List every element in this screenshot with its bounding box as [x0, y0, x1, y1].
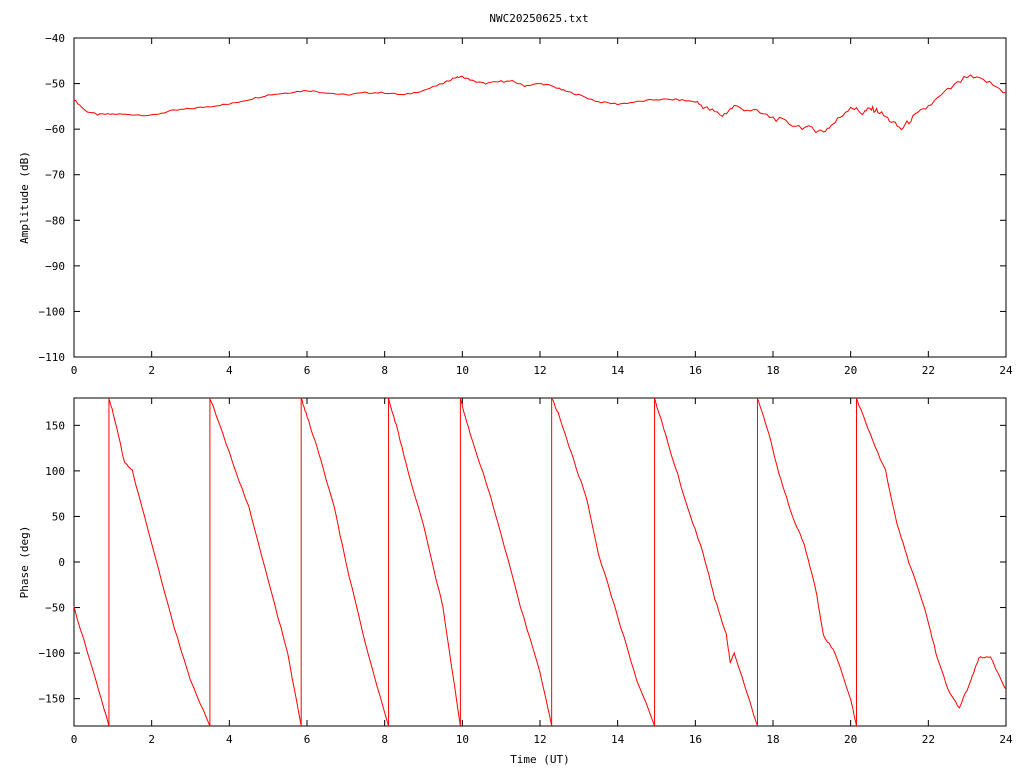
y-tick-label: −60: [45, 123, 65, 136]
series-line: [73, 74, 1007, 134]
x-tick-label: 12: [533, 364, 546, 377]
x-tick-label: 2: [148, 733, 155, 746]
x-tick-label: 24: [999, 364, 1013, 377]
x-tick-label: 10: [456, 733, 469, 746]
x-tick-label: 2: [148, 364, 155, 377]
y-tick-label: −110: [39, 351, 66, 364]
x-tick-label: 4: [226, 733, 233, 746]
x-tick-label: 6: [304, 733, 311, 746]
y-tick-label: 150: [45, 419, 65, 432]
plot-frame: [73, 37, 1007, 358]
x-tick-label: 22: [922, 364, 935, 377]
x-tick-label: 14: [611, 364, 625, 377]
x-tick-label: 0: [71, 733, 78, 746]
series-line: [108, 398, 211, 727]
y-tick-label: −40: [45, 32, 65, 45]
y-tick-label: 50: [52, 510, 65, 523]
x-tick-label: 22: [922, 733, 935, 746]
y-tick-label: −70: [45, 169, 65, 182]
x-tick-label: 16: [689, 733, 702, 746]
y-tick-label: 0: [58, 556, 65, 569]
x-tick-label: 8: [381, 733, 388, 746]
x-tick-label: 14: [611, 733, 625, 746]
series-line: [757, 397, 857, 727]
series-line: [856, 397, 1007, 709]
y-tick-label: −50: [45, 78, 65, 91]
y-tick-label: −150: [39, 693, 66, 706]
x-tick-label: 10: [456, 364, 469, 377]
y-tick-label: 100: [45, 465, 65, 478]
x-tick-label: 18: [766, 733, 779, 746]
series-line: [300, 397, 389, 727]
series-line: [209, 398, 302, 727]
x-axis-label: Time (UT): [510, 753, 570, 766]
chart-title: NWC20250625.txt: [489, 12, 588, 25]
x-tick-label: 12: [533, 733, 546, 746]
series-line: [551, 398, 656, 727]
series-line: [459, 398, 553, 727]
x-tick-label: 4: [226, 364, 233, 377]
amplitude-panel: 0 2 4 6 8 10 12 14 16 18 20 22 24−40−50−60−70−80−90−…: [18, 32, 1013, 377]
plot-frame: [73, 397, 1007, 727]
y-tick-label: −80: [45, 214, 65, 227]
x-tick-label: 24: [999, 733, 1013, 746]
x-tick-label: 20: [844, 733, 857, 746]
x-tick-label: 6: [304, 364, 311, 377]
y-tick-label: −50: [45, 602, 65, 615]
x-tick-label: 16: [689, 364, 702, 377]
y-tick-label: −100: [39, 305, 66, 318]
series-line: [73, 606, 110, 727]
x-tick-label: 18: [766, 364, 779, 377]
series-line: [388, 397, 461, 727]
x-tick-label: 0: [71, 364, 78, 377]
phase-panel: 0 2 4 6 8 10 12 14 16 18 20 22 24150100500−50−100−15…: [18, 397, 1013, 766]
y-tick-label: −100: [39, 647, 66, 660]
y-axis-label: Amplitude (dB): [18, 151, 31, 244]
y-axis-label: Phase (deg): [18, 526, 31, 599]
y-tick-label: −90: [45, 260, 65, 273]
series-line: [654, 397, 758, 727]
x-tick-label: 8: [381, 364, 388, 377]
x-tick-label: 20: [844, 364, 857, 377]
